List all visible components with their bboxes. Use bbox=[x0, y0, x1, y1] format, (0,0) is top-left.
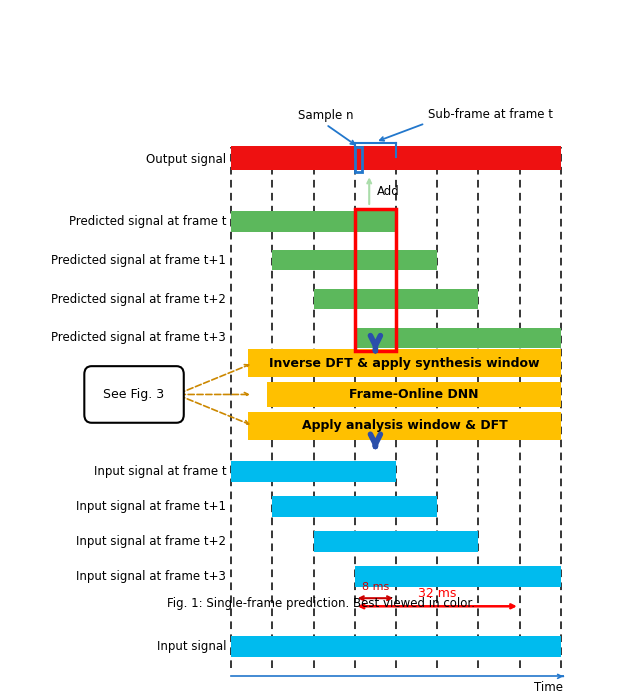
Text: Input signal at frame t+2: Input signal at frame t+2 bbox=[76, 535, 226, 548]
Text: Input signal: Input signal bbox=[156, 640, 226, 653]
Text: Inverse DFT & apply synthesis window: Inverse DFT & apply synthesis window bbox=[269, 357, 540, 370]
Text: Apply analysis window & DFT: Apply analysis window & DFT bbox=[302, 419, 508, 432]
Text: Output signal: Output signal bbox=[146, 153, 226, 166]
Bar bbox=[231, 146, 561, 169]
Bar bbox=[267, 382, 561, 407]
Text: Predicted signal at frame t+2: Predicted signal at frame t+2 bbox=[51, 293, 226, 306]
Text: Input signal at frame t+3: Input signal at frame t+3 bbox=[76, 570, 226, 583]
Text: Sub-frame at frame t: Sub-frame at frame t bbox=[428, 108, 553, 120]
FancyBboxPatch shape bbox=[85, 366, 184, 423]
Bar bbox=[272, 250, 437, 270]
Bar bbox=[355, 328, 561, 348]
Bar bbox=[314, 289, 478, 309]
Bar bbox=[355, 147, 362, 172]
Text: Frame-Online DNN: Frame-Online DNN bbox=[349, 388, 479, 401]
Bar bbox=[231, 211, 396, 232]
Text: Add: Add bbox=[376, 185, 399, 198]
Text: See Fig. 3: See Fig. 3 bbox=[103, 388, 165, 401]
Text: Input signal at frame t+1: Input signal at frame t+1 bbox=[76, 500, 226, 513]
Text: Sample n: Sample n bbox=[298, 109, 354, 122]
Text: Predicted signal at frame t+3: Predicted signal at frame t+3 bbox=[51, 331, 226, 344]
Text: 8 ms: 8 ms bbox=[362, 582, 389, 591]
Bar bbox=[355, 209, 396, 351]
Bar bbox=[231, 636, 561, 657]
Bar bbox=[355, 566, 561, 587]
Bar bbox=[248, 412, 561, 440]
Bar bbox=[314, 531, 478, 552]
Text: Time: Time bbox=[535, 680, 563, 694]
Text: 32 ms: 32 ms bbox=[418, 587, 456, 600]
Bar bbox=[231, 461, 396, 482]
Text: Input signal at frame t: Input signal at frame t bbox=[94, 465, 226, 478]
Text: Predicted signal at frame t: Predicted signal at frame t bbox=[69, 215, 226, 228]
Text: Predicted signal at frame t+1: Predicted signal at frame t+1 bbox=[51, 254, 226, 267]
Bar bbox=[248, 349, 561, 377]
Bar bbox=[272, 496, 437, 517]
Text: Fig. 1: Single-frame prediction. Best viewed in color.: Fig. 1: Single-frame prediction. Best vi… bbox=[167, 596, 475, 610]
